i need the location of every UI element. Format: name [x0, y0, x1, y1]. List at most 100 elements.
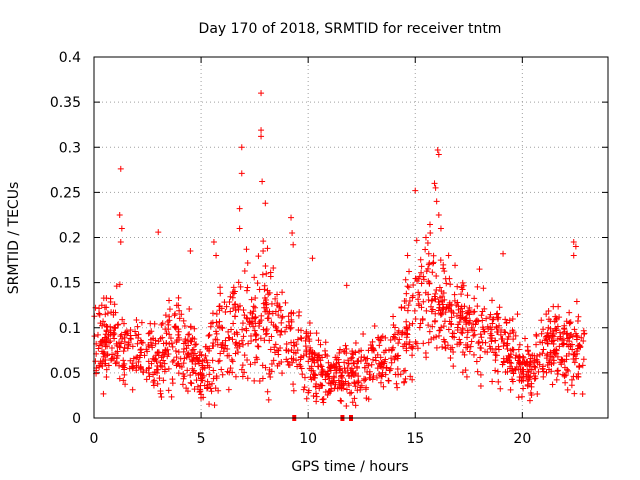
data-point: [187, 323, 194, 330]
data-point: [120, 348, 127, 355]
data-point: [436, 304, 443, 311]
data-point: [464, 292, 471, 299]
axis-ticks: [93, 56, 608, 419]
data-point: [554, 368, 561, 375]
data-point: [417, 320, 424, 327]
data-point: [209, 319, 216, 326]
data-point: [206, 371, 213, 378]
data-point: [474, 283, 481, 290]
data-point: [539, 350, 546, 357]
data-point: [211, 402, 218, 409]
data-point: [186, 305, 193, 312]
data-point: [266, 337, 273, 344]
data-point: [450, 363, 457, 370]
data-point: [471, 295, 478, 302]
data-point: [415, 300, 422, 307]
data-point: [504, 336, 511, 343]
data-point: [459, 325, 466, 332]
data-point: [530, 370, 537, 377]
data-point: [479, 339, 486, 346]
data-point: [256, 320, 263, 327]
data-point: [475, 340, 482, 347]
data-point: [532, 375, 539, 382]
data-point: [175, 326, 182, 333]
data-point: [348, 355, 355, 362]
data-point: [415, 296, 422, 303]
data-point: [119, 335, 126, 342]
data-point: [202, 343, 209, 350]
data-point: [144, 348, 151, 355]
data-point: [380, 383, 387, 390]
data-point: [554, 323, 561, 330]
data-point: [453, 312, 460, 319]
data-point: [145, 358, 152, 365]
data-point: [150, 382, 157, 389]
data-point: [429, 323, 436, 330]
data-point: [474, 368, 481, 375]
data-point: [252, 332, 259, 339]
data-point: [549, 338, 556, 345]
data-point: [367, 342, 374, 349]
data-point: [229, 358, 236, 365]
data-point: [461, 351, 468, 358]
data-point: [112, 309, 119, 316]
data-point: [185, 350, 192, 357]
data-point: [206, 331, 213, 338]
data-point: [266, 370, 273, 377]
data-point: [493, 323, 500, 330]
data-point: [418, 263, 425, 270]
data-point: [267, 273, 274, 280]
data-point: [213, 373, 220, 380]
data-point: [406, 268, 413, 275]
data-point: [232, 373, 239, 380]
data-point: [573, 336, 580, 343]
data-point: [509, 316, 516, 323]
data-point: [477, 371, 484, 378]
data-point: [167, 335, 174, 342]
data-point: [191, 386, 198, 393]
data-point: [229, 369, 236, 376]
data-point: [162, 312, 169, 319]
data-point: [172, 310, 179, 317]
data-point: [251, 327, 258, 334]
data-point: [279, 313, 286, 320]
data-point: [477, 354, 484, 361]
data-point: [447, 355, 454, 362]
data-point: [166, 297, 173, 304]
data-point: [297, 356, 304, 363]
data-point: [258, 127, 265, 134]
data-point: [467, 343, 474, 350]
data-point: [305, 389, 312, 396]
data-point: [528, 366, 535, 373]
data-point: [544, 340, 551, 347]
data-point: [282, 299, 289, 306]
data-point: [290, 387, 297, 394]
data-point: [438, 324, 445, 331]
data-point: [372, 357, 379, 364]
data-point: [565, 367, 572, 374]
data-point: [206, 381, 213, 388]
data-point: [351, 380, 358, 387]
data-point: [477, 344, 484, 351]
data-point: [309, 255, 316, 262]
data-point: [536, 361, 543, 368]
data-point: [176, 315, 183, 322]
data-point: [117, 165, 124, 172]
data-point: [198, 394, 205, 401]
data-point: [520, 385, 527, 392]
data-point: [579, 362, 586, 369]
data-point: [369, 338, 376, 345]
data-point: [226, 335, 233, 342]
data-point: [394, 384, 401, 391]
data-point: [253, 331, 260, 338]
data-point: [136, 354, 143, 361]
data-point: [331, 374, 338, 381]
data-point: [436, 327, 443, 334]
data-point: [264, 388, 271, 395]
data-point: [262, 308, 269, 315]
data-point: [283, 356, 290, 363]
data-point: [209, 310, 216, 317]
data-point: [566, 334, 573, 341]
data-point: [319, 382, 326, 389]
data-point: [165, 321, 172, 328]
